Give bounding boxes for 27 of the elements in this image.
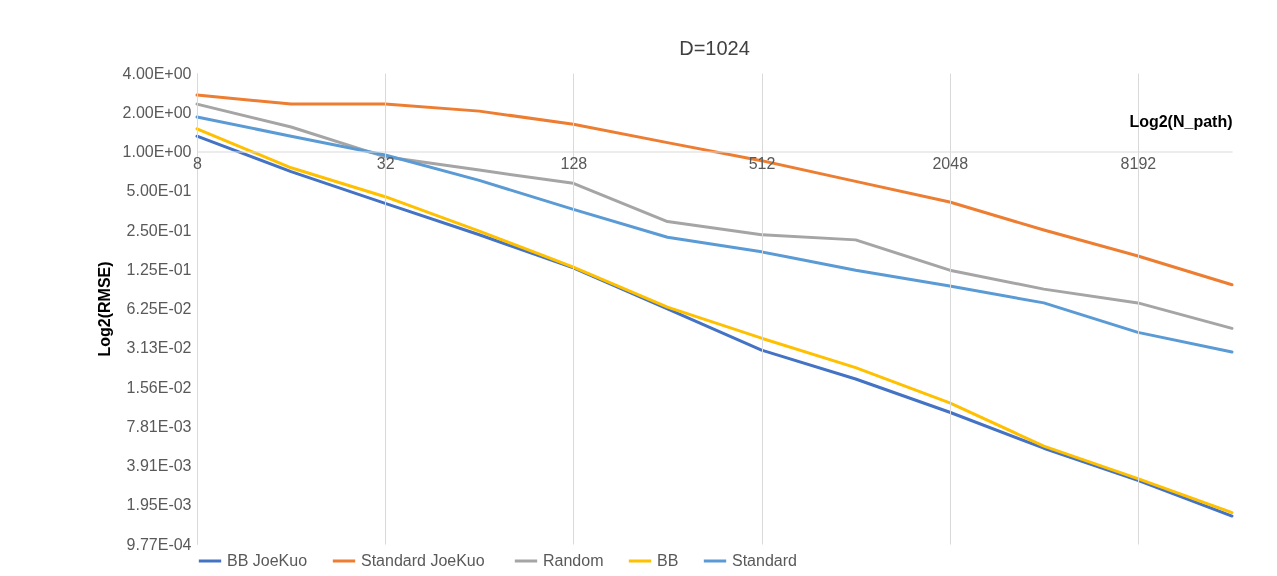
legend-label: BB JoeKuo (227, 552, 308, 569)
y-tick-label: 7.81E-03 (126, 417, 192, 435)
chart-title: D=1024 (679, 37, 750, 59)
x-tick-label: 2048 (932, 155, 969, 172)
y-tick-label: 1.56E-02 (126, 378, 192, 396)
y-tick-label: 2.50E-01 (126, 221, 192, 239)
y-tick-label: 5.00E-01 (126, 182, 192, 200)
line-series (195, 93, 1234, 287)
y-axis-title: Log2(RMSE) (95, 261, 113, 357)
y-tick-label: 6.25E-02 (126, 300, 192, 317)
legend-label: Standard (732, 552, 797, 569)
x-tick-label: 32 (376, 155, 395, 172)
y-tick-label: 1.95E-03 (126, 496, 192, 514)
y-tick-label: 1.00E+00 (122, 143, 192, 160)
legend-label: BB (657, 552, 679, 569)
y-tick-label: 1.25E-01 (126, 260, 192, 278)
y-tick-label: 3.91E-03 (126, 457, 192, 474)
legend-label: Random (543, 552, 604, 569)
y-tick-label: 4.00E+00 (122, 64, 192, 82)
x-tick-label: 128 (560, 155, 588, 172)
y-tick-label: 9.77E-04 (126, 535, 192, 553)
x-tick-label: 8 (193, 155, 203, 172)
x-tick-label: 8192 (1120, 155, 1157, 172)
x-axis-title: Log2(N_path) (1129, 113, 1233, 130)
y-tick-label: 3.13E-02 (126, 339, 192, 357)
y-tick-label: 2.00E+00 (122, 103, 192, 121)
legend-label: Standard JoeKuo (361, 552, 485, 569)
